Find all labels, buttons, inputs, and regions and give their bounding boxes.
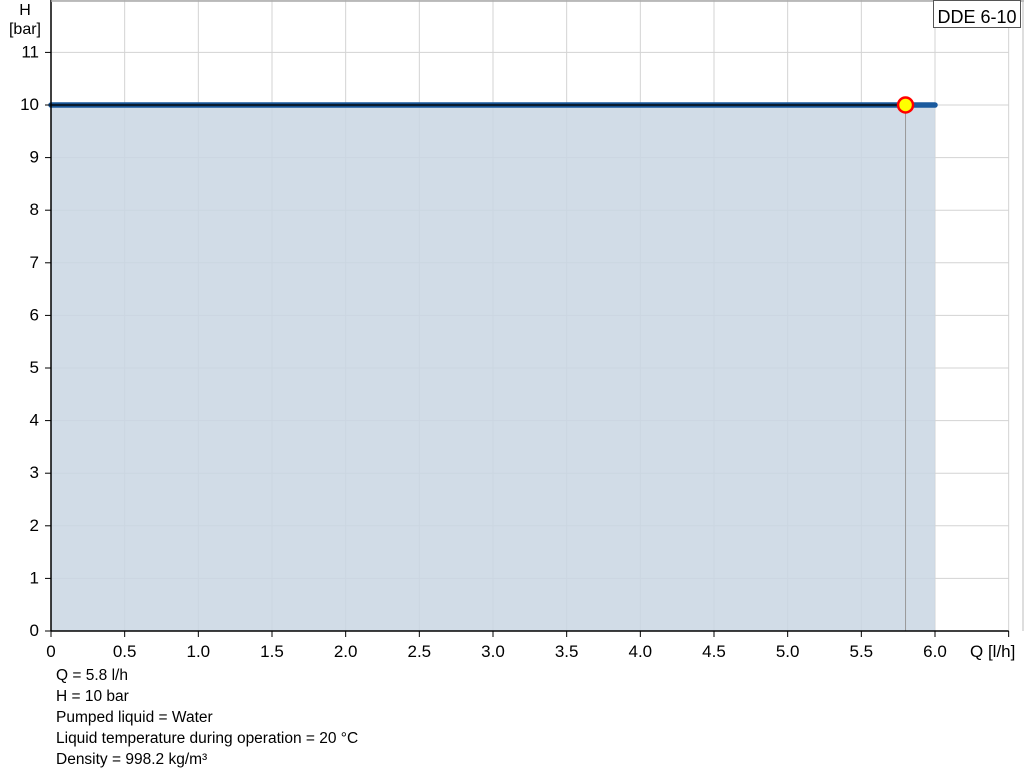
svg-text:6.0: 6.0 xyxy=(923,642,947,661)
svg-text:11: 11 xyxy=(21,42,39,61)
svg-text:9: 9 xyxy=(30,148,39,167)
svg-text:2.0: 2.0 xyxy=(334,642,358,661)
svg-text:5.0: 5.0 xyxy=(776,642,800,661)
svg-text:6: 6 xyxy=(30,305,39,324)
svg-text:2.5: 2.5 xyxy=(408,642,432,661)
svg-text:10: 10 xyxy=(20,95,39,114)
svg-text:7: 7 xyxy=(30,253,39,272)
svg-text:1.0: 1.0 xyxy=(187,642,211,661)
svg-text:0.5: 0.5 xyxy=(113,642,137,661)
svg-text:4.5: 4.5 xyxy=(702,642,726,661)
svg-text:0: 0 xyxy=(46,642,55,661)
svg-text:8: 8 xyxy=(30,200,39,219)
svg-text:1: 1 xyxy=(30,568,39,587)
svg-text:0: 0 xyxy=(30,621,39,640)
svg-text:4.0: 4.0 xyxy=(629,642,653,661)
svg-text:5.5: 5.5 xyxy=(850,642,874,661)
svg-text:Q [l/h]: Q [l/h] xyxy=(970,642,1015,661)
svg-text:2: 2 xyxy=(30,516,39,535)
svg-text:4: 4 xyxy=(30,411,39,430)
svg-text:3: 3 xyxy=(30,463,39,482)
svg-text:3.0: 3.0 xyxy=(481,642,505,661)
svg-text:1.5: 1.5 xyxy=(260,642,284,661)
svg-text:3.5: 3.5 xyxy=(555,642,579,661)
svg-text:5: 5 xyxy=(30,358,39,377)
